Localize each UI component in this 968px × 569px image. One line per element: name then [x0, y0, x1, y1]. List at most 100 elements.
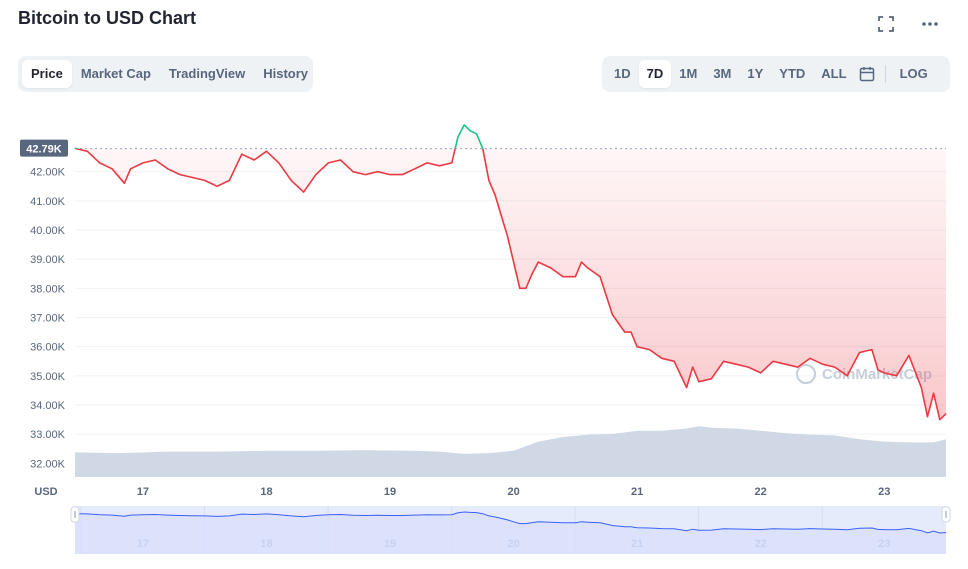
price-point [747, 366, 749, 368]
price-point [735, 363, 737, 365]
price-point [760, 372, 762, 374]
price-point [154, 159, 156, 161]
x-tick-label: 23 [878, 486, 890, 498]
price-point [457, 136, 459, 138]
price-point [784, 363, 787, 365]
price-point [111, 168, 113, 170]
calendar-icon[interactable] [855, 60, 879, 88]
price-point [414, 168, 416, 170]
price-point [451, 162, 453, 164]
price-point [228, 179, 230, 181]
price-point [99, 162, 101, 164]
price-point [488, 179, 490, 181]
price-point [772, 360, 774, 362]
tab-tradingview[interactable]: TradingView [168, 66, 246, 81]
current-price-badge: 42.79K [20, 139, 68, 157]
price-point [438, 165, 441, 167]
y-tick-label: 36.00K [30, 342, 66, 354]
price-point [278, 162, 280, 164]
price-point [352, 171, 354, 173]
price-point [482, 147, 484, 149]
range-3m[interactable]: 3M [713, 66, 732, 81]
price-point [123, 182, 125, 184]
y-tick-label: 41.00K [30, 196, 66, 208]
y-tick-label: 42.00K [30, 167, 66, 179]
price-point [883, 372, 885, 374]
price-point [599, 276, 601, 278]
price-point [500, 214, 502, 216]
price-point [908, 354, 910, 356]
price-point [74, 147, 76, 149]
current-price-badge-bg [20, 139, 68, 157]
price-point [630, 331, 632, 333]
price-point [506, 235, 508, 237]
price-point [303, 191, 305, 193]
price-point [673, 360, 675, 362]
range-1y[interactable]: 1Y [747, 66, 764, 81]
current-price-label: 42.79K [26, 144, 62, 156]
divider [884, 65, 886, 83]
tab-price[interactable]: Price [22, 60, 72, 88]
price-point [723, 360, 725, 362]
y-tick-label: 37.00K [30, 313, 66, 325]
y-tick-label: 33.00K [30, 429, 66, 441]
price-point [519, 287, 521, 289]
more-horizontal-icon[interactable] [920, 14, 940, 34]
price-point [537, 261, 539, 263]
view-tabs: Price Market Cap TradingView History [18, 56, 313, 92]
x-tick-label: 17 [137, 486, 149, 498]
price-point [624, 331, 626, 333]
log-toggle[interactable]: LOG [899, 66, 928, 81]
price-point [426, 162, 428, 164]
range-1m[interactable]: 1M [679, 66, 698, 81]
x-tick-label: 20 [507, 486, 519, 498]
navigator-handle-left[interactable] [70, 506, 80, 523]
price-point [834, 366, 836, 368]
price-point [340, 159, 342, 161]
range-7d[interactable]: 7D [638, 60, 672, 88]
price-point [920, 386, 922, 389]
price-point [562, 276, 564, 278]
below-reference-fill [75, 125, 946, 420]
y-tick-label: 32.00K [30, 458, 66, 470]
price-point [265, 150, 268, 152]
price-point [364, 174, 366, 176]
top-actions [876, 14, 940, 34]
price-point [846, 375, 848, 377]
price-point [871, 349, 873, 351]
range-tabs: 1D 7D 1M 3M 1Y YTD ALL LOG [602, 56, 950, 92]
price-point [858, 351, 861, 354]
fullscreen-icon[interactable] [876, 14, 896, 34]
price-point [167, 168, 169, 170]
y-axis-unit-label: USD [34, 486, 57, 498]
price-point [469, 130, 471, 132]
tab-market-cap[interactable]: Market Cap [80, 66, 151, 81]
watermark: CoinMarketCap [796, 364, 932, 384]
price-point [475, 133, 478, 135]
price-point [686, 386, 688, 389]
price-point [611, 314, 614, 316]
y-tick-label: 34.00K [30, 400, 66, 412]
price-point [389, 174, 391, 176]
navigator-area [75, 512, 946, 554]
price-point [290, 179, 292, 181]
price-point [377, 171, 379, 173]
price-point [525, 287, 527, 289]
range-ytd[interactable]: YTD [779, 66, 806, 81]
navigator-handle-right[interactable] [941, 506, 951, 523]
price-point [191, 176, 193, 179]
price-chart[interactable]: 42.00K 41.00K 40.00K 39.00K 38.00K 37.00K 36.0… [0, 120, 968, 569]
price-point [809, 357, 811, 359]
price-point [648, 349, 651, 351]
price-point [896, 375, 898, 377]
range-all[interactable]: ALL [821, 66, 847, 81]
x-tick-label: 21 [631, 486, 643, 498]
price-point [179, 174, 181, 176]
price-point [531, 273, 533, 275]
range-1d[interactable]: 1D [614, 66, 631, 81]
price-point [692, 366, 694, 368]
price-point [661, 357, 663, 359]
price-point [587, 267, 589, 269]
tab-history[interactable]: History [263, 66, 309, 81]
